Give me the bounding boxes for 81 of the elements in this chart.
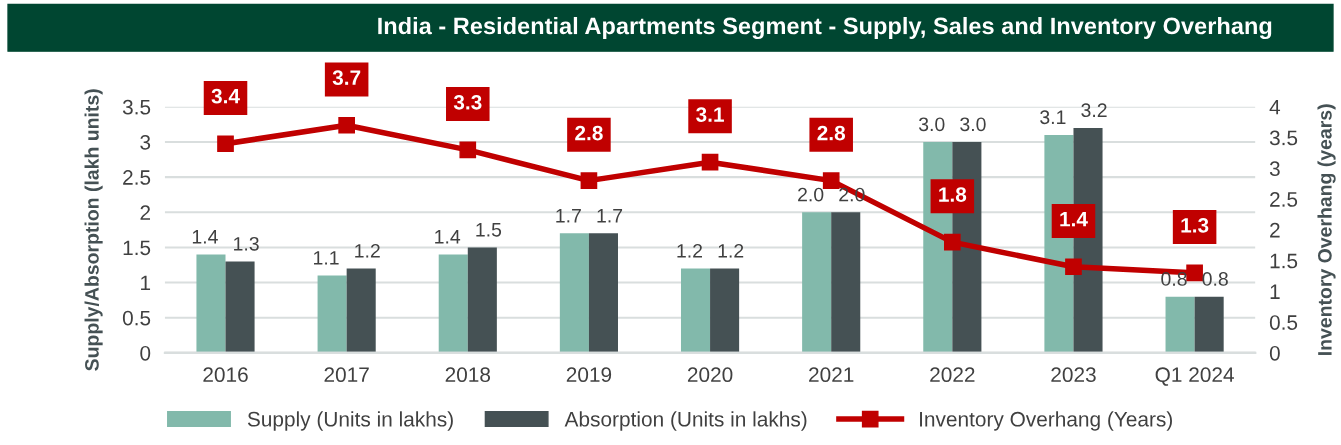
point [1065,258,1082,276]
x-tick-label: 2020 [687,367,733,383]
y2-tick-label: 1.5 [1270,253,1298,269]
data-label: 3.2 [1081,103,1107,118]
x-tick-label: 2017 [324,367,369,383]
data-label: 1.3 [1181,217,1209,233]
point [459,141,477,159]
data-label: 1.2 [355,243,380,258]
bar [680,268,711,353]
data-label: 3.0 [918,117,945,132]
bar [802,212,832,353]
data-label: 2.8 [817,125,846,141]
data-label: 1.2 [677,243,703,258]
point [338,116,355,134]
y-tick-label: 3.5 [122,99,151,115]
bar [588,233,618,353]
x-tick-label: 2022 [930,367,975,383]
point [217,135,234,153]
data-label: 1.1 [314,251,339,265]
data-label: 0.8 [1202,272,1228,286]
y-axis-title: Supply/Absorption (lakh units) [84,89,103,371]
data-label: 1.8 [939,187,967,202]
data-label: 3.3 [453,94,482,110]
data-label: 2.8 [575,125,603,141]
legend-label: Inventory Overhang (Years) [920,411,1172,431]
bar [346,268,376,353]
data-label: 3.4 [211,88,240,104]
data-label: 1.5 [476,223,502,237]
bar [196,254,226,353]
data-label: 3.0 [960,117,986,132]
y2-tick-label: 0.5 [1269,315,1298,330]
y-tick-label: 0 [140,345,151,361]
data-label: 2.0 [798,187,824,202]
data-label: 1.2 [718,243,744,258]
y-tick-label: 1 [141,275,151,291]
bar [559,233,589,353]
y2-axis-title: Inventory Overhang (years) [1317,104,1336,355]
y2-tick-label: 3 [1269,161,1280,177]
x-tick-label: 2016 [203,367,248,383]
bar [710,268,740,353]
y-tick-label: 3 [140,134,151,150]
point [580,172,598,189]
data-label: 0.8 [1161,272,1187,286]
bar [1165,296,1195,353]
point [701,153,719,171]
y2-tick-label: 3.5 [1269,130,1298,146]
y-tick-label: 0.5 [122,310,151,326]
y2-tick-label: 2 [1270,222,1280,238]
point [1186,264,1203,282]
x-tick-label: 2019 [566,367,612,383]
chart-title: India - Residential Apartments Segment - Supply, Sales and Inventory Overhang [378,16,1272,40]
x-tick-label: 2021 [809,367,854,383]
data-label: 1.3 [234,236,259,251]
y-tick-label: 1.5 [123,240,151,256]
data-label: 1.7 [597,209,623,223]
y2-tick-label: 4 [1269,100,1281,115]
y2-tick-label: 1 [1270,284,1280,299]
bar [317,275,347,353]
data-label: 1.7 [556,209,581,223]
data-label: 3.1 [696,107,724,122]
x-tick-label: Q1 2024 [1155,367,1234,386]
legend-label: Supply (Units in lakhs) [247,411,453,431]
data-label: 1.4 [192,230,218,244]
x-tick-label: 2018 [445,367,491,383]
legend-label: Absorption (Units in lakhs) [564,411,807,431]
data-label: 1.4 [435,230,461,244]
x-tick-label: 2023 [1051,367,1096,383]
bar [467,247,497,353]
y2-tick-label: 0 [1269,345,1280,361]
point [943,233,961,251]
bar [225,261,255,353]
y-tick-label: 2.5 [123,170,151,185]
y-tick-label: 2 [140,205,151,220]
y2-tick-label: 2.5 [1270,192,1298,207]
data-label: 1.4 [1060,211,1088,227]
bar [438,254,468,353]
point [822,172,840,189]
data-label: 3.7 [332,70,361,86]
bar [831,212,861,353]
data-label: 3.1 [1040,110,1066,125]
bar [1194,296,1224,353]
